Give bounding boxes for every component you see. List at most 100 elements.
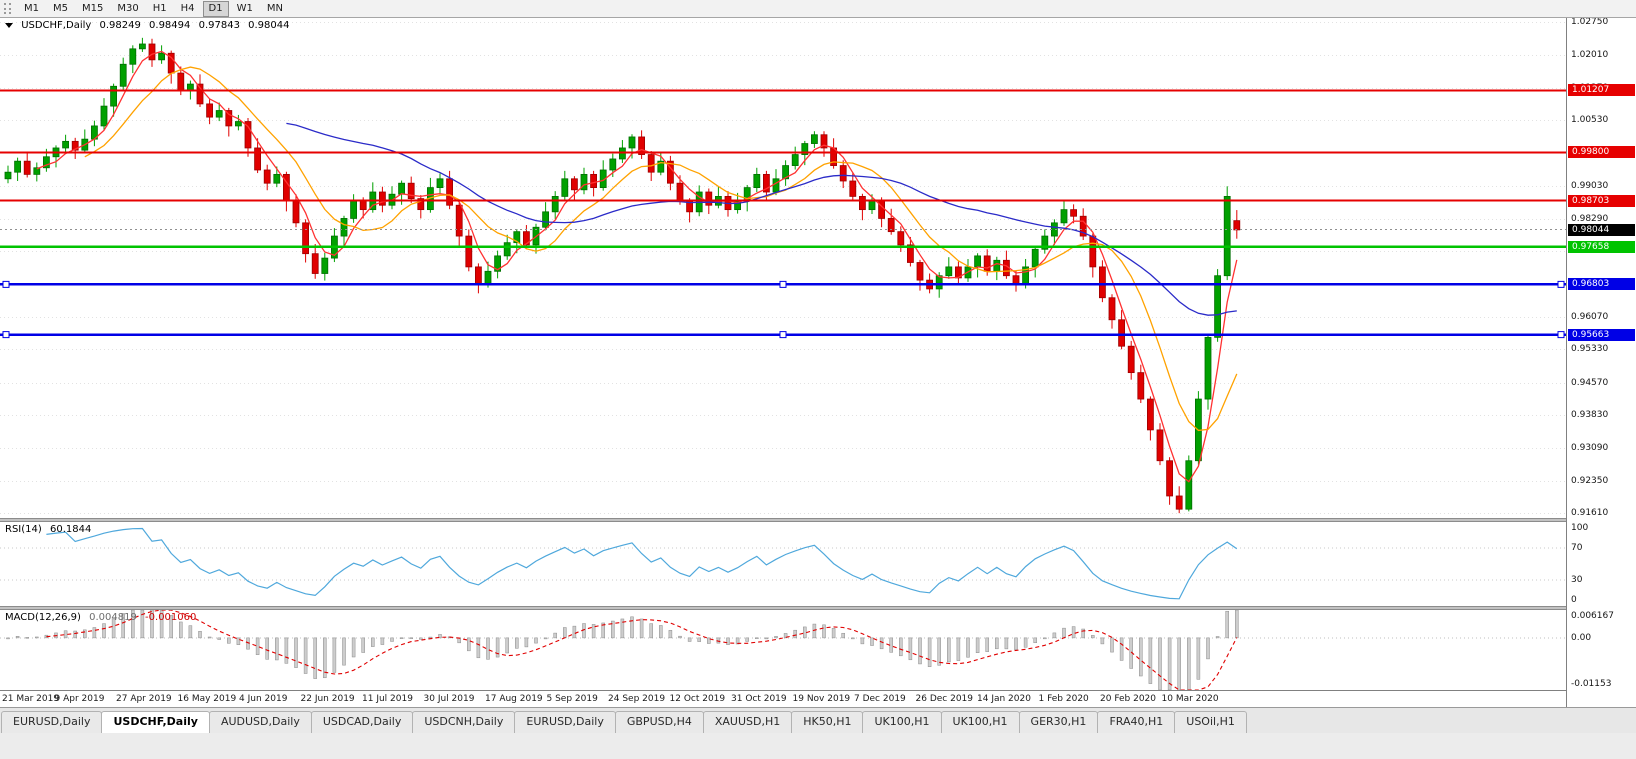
rsi-indicator-value: 60.1844 (49, 524, 92, 535)
candlestick-series (4, 37, 1241, 514)
date-label: 10 Mar 2020 (1161, 694, 1219, 704)
chart-tab-bar: EURUSD,Daily USDCHF,Daily AUDUSD,Daily USDC… (0, 707, 1636, 733)
price-axis-label: 0.99030 (1571, 181, 1609, 192)
price-badge-1.01207: 1.01207 (1568, 84, 1635, 97)
price-badge-0.96803: 0.96803 (1568, 278, 1635, 291)
chart-tab-uk100-h1[interactable]: UK100,H1 (862, 711, 942, 733)
chart-tab-audusd-daily[interactable]: AUDUSD,Daily (208, 711, 312, 733)
rsi-axis-label-0: 0 (1571, 595, 1577, 605)
timeframe-buttons: M1 M5 M15 M30 H1 H4 D1 W1 MN (18, 0, 289, 17)
line-handle[interactable] (779, 280, 787, 288)
open-value: 0.98249 (99, 20, 141, 31)
chart-tab-eurusd-daily[interactable]: EURUSD,Daily (514, 711, 616, 733)
date-label: 12 Oct 2019 (669, 694, 726, 704)
timeframe-button-d1[interactable]: D1 (202, 0, 229, 17)
status-bar-area (0, 733, 1636, 759)
rsi-chart-canvas[interactable] (0, 522, 1566, 606)
price-axis-label: 0.93090 (1571, 442, 1609, 453)
line-handle[interactable] (2, 331, 10, 339)
line-handle[interactable] (2, 280, 10, 288)
date-label: 30 Jul 2019 (423, 694, 475, 704)
price-axis-label: 0.92350 (1571, 475, 1609, 486)
toolbar-grip-handle[interactable] (4, 3, 11, 14)
pane-divider[interactable] (0, 606, 1566, 610)
macd-indicator-name: MACD(12,26,9) (5, 612, 81, 623)
chart-area: USDCHF,Daily 0.98249 0.98494 0.97843 0.9… (0, 18, 1636, 707)
main-chart-canvas[interactable] (0, 18, 1566, 518)
chart-tab-usdcad-daily[interactable]: USDCAD,Daily (310, 711, 414, 733)
price-axis-label: 0.96070 (1571, 311, 1609, 322)
date-label: 9 Apr 2019 (54, 694, 105, 704)
timeframe-button-m1[interactable]: M1 (24, 2, 39, 14)
pane-divider[interactable] (0, 518, 1566, 522)
chart-tab-eurusd-daily[interactable]: EURUSD,Daily (1, 711, 103, 733)
price-axis-label: 0.95330 (1571, 344, 1609, 355)
chart-tab-ger30-h1[interactable]: GER30,H1 (1018, 711, 1099, 733)
timeframe-button-w1[interactable]: W1 (236, 2, 253, 14)
price-badge-0.98703: 0.98703 (1568, 194, 1635, 207)
chart-tab-usdchf-daily[interactable]: USDCHF,Daily (101, 711, 210, 733)
rsi-indicator-name: RSI(14) (5, 524, 42, 535)
rsi-label: RSI(14) 60.1844 (5, 524, 96, 535)
chart-tab-usdcnh-daily[interactable]: USDCNH,Daily (412, 711, 516, 733)
date-label: 20 Feb 2020 (1100, 694, 1157, 704)
price-axis-label: 1.02750 (1571, 18, 1609, 28)
rsi-pane[interactable]: RSI(14) 60.1844 (0, 522, 1566, 606)
line-handle[interactable] (1557, 331, 1565, 339)
line-handle[interactable] (779, 331, 787, 339)
price-badge-0.99800: 0.99800 (1568, 146, 1635, 159)
price-pane[interactable]: USDCHF,Daily 0.98249 0.98494 0.97843 0.9… (0, 18, 1566, 518)
price-axis[interactable]: 1.027501.020101.012701.005300.998000.990… (1566, 18, 1636, 707)
price-axis-label: 0.91610 (1571, 508, 1609, 519)
chart-tab-uk100-h1[interactable]: UK100,H1 (940, 711, 1020, 733)
symbol-dropdown-icon[interactable] (5, 23, 13, 28)
chart-tab-gbpusd-h4[interactable]: GBPUSD,H4 (614, 711, 704, 733)
date-label: 26 Dec 2019 (915, 694, 974, 704)
time-axis[interactable]: 21 Mar 2019 9 Apr 2019 27 Apr 2019 16 May 2… (0, 690, 1566, 707)
date-label: 16 May 2019 (177, 694, 237, 704)
price-badge-0.95663: 0.95663 (1568, 328, 1635, 341)
chart-tab-usoil-h1[interactable]: USOil,H1 (1174, 711, 1247, 733)
ma-mid-orange-line (84, 66, 1238, 432)
macd-signal-value: -0.001060 (145, 612, 197, 623)
date-label: 4 Jun 2019 (239, 694, 288, 704)
timeframe-button-m5[interactable]: M5 (53, 2, 68, 14)
price-axis-label: 0.98290 (1571, 213, 1609, 224)
date-label: 27 Apr 2019 (116, 694, 172, 704)
date-label: 7 Dec 2019 (854, 694, 906, 704)
high-value: 0.98494 (149, 20, 191, 31)
chart-tab-hk50-h1[interactable]: HK50,H1 (791, 711, 864, 733)
rsi-line (46, 527, 1238, 600)
price-axis-label: 1.02010 (1571, 50, 1609, 60)
timeframe-button-h4[interactable]: H4 (180, 2, 195, 14)
date-label: 17 Aug 2019 (485, 694, 543, 704)
date-label: 21 Mar 2019 (2, 694, 60, 704)
chart-tab-fra40-h1[interactable]: FRA40,H1 (1097, 711, 1176, 733)
date-label: 22 Jun 2019 (300, 694, 355, 704)
date-label: 19 Nov 2019 (792, 694, 851, 704)
macd-main-value: 0.004819 (89, 612, 137, 623)
date-label: 14 Jan 2020 (977, 694, 1031, 704)
timeframe-button-m30[interactable]: M30 (117, 2, 139, 14)
timeframe-button-h1[interactable]: H1 (152, 2, 167, 14)
timeframe-button-mn[interactable]: MN (266, 2, 283, 14)
line-handle[interactable] (1557, 280, 1565, 288)
macd-signal-line (46, 610, 1238, 690)
chart-ohlc-label: USDCHF,Daily 0.98249 0.98494 0.97843 0.9… (5, 20, 294, 31)
timeframe-button-m15[interactable]: M15 (82, 2, 104, 14)
date-label: 11 Jul 2019 (362, 694, 413, 704)
ma-slow-blue-line (286, 122, 1237, 316)
macd-chart-canvas[interactable] (0, 610, 1566, 690)
low-value: 0.97843 (198, 20, 240, 31)
macd-histogram (6, 610, 1239, 690)
close-value: 0.98044 (248, 20, 290, 31)
chart-tab-xauusd-h1[interactable]: XAUUSD,H1 (702, 711, 793, 733)
macd-pane[interactable]: MACD(12,26,9) 0.004819 -0.001060 (0, 610, 1566, 690)
date-label: 5 Sep 2019 (546, 694, 598, 704)
macd-axis-label: -0.01153 (1571, 679, 1612, 689)
macd-axis-label: 0.006167 (1571, 611, 1614, 621)
current-price-badge: 0.98044 (1568, 223, 1635, 236)
rsi-axis-label-70: 70 (1571, 543, 1583, 553)
macd-label: MACD(12,26,9) 0.004819 -0.001060 (5, 612, 201, 623)
